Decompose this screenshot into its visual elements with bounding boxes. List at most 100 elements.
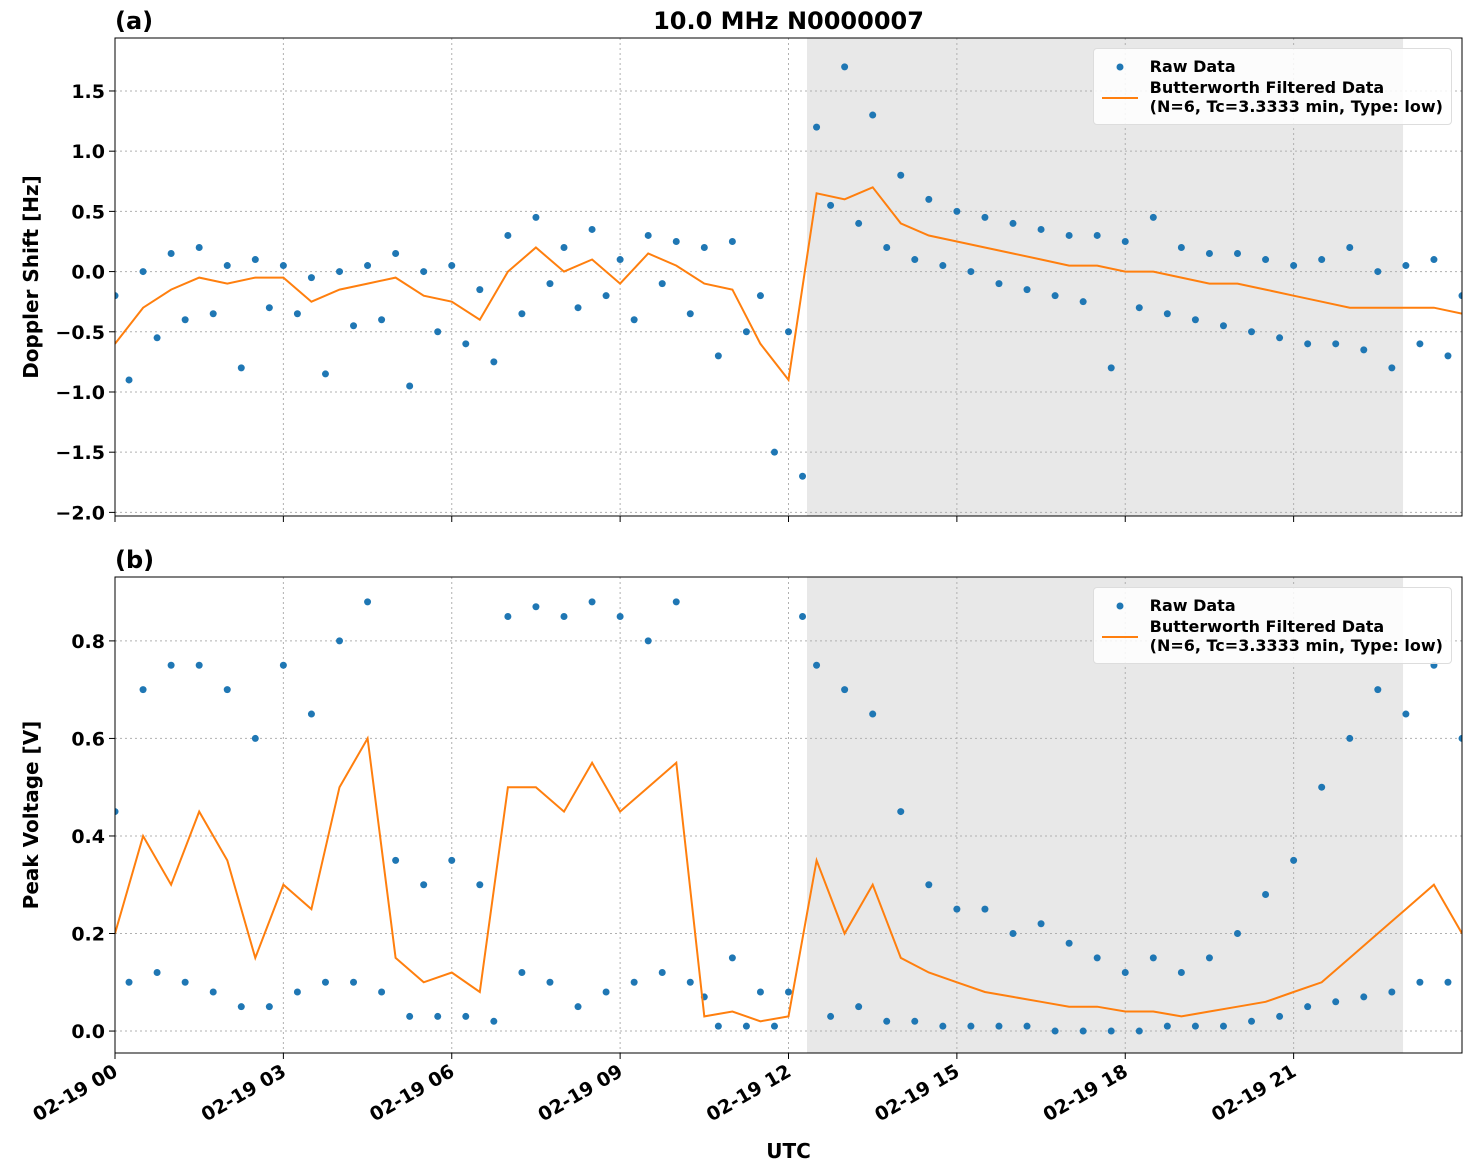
raw-point [490, 1017, 498, 1025]
legend-icon [1101, 97, 1138, 99]
legend-label: Butterworth Filtered Data (N=6, Tc=3.333… [1149, 78, 1443, 116]
panel-label: (a) [115, 7, 153, 35]
chart-title: 10.0 MHz N0000007 [653, 7, 924, 35]
raw-point [869, 111, 877, 119]
y-tick-label: 1.0 [71, 141, 105, 163]
raw-point [981, 213, 989, 221]
raw-point [1135, 304, 1143, 312]
raw-point [125, 376, 133, 384]
raw-point [953, 905, 961, 913]
raw-point [1234, 250, 1241, 258]
raw-point [237, 364, 245, 372]
raw-point [911, 1017, 919, 1025]
raw-point [1205, 954, 1213, 962]
raw-point [378, 988, 386, 996]
raw-point [700, 244, 708, 252]
raw-point [1051, 292, 1059, 300]
panel-label: (b) [115, 546, 154, 574]
raw-point [195, 244, 203, 252]
y-tick-label: 1.5 [71, 81, 105, 103]
raw-point [1416, 340, 1424, 348]
raw-point [1009, 930, 1017, 938]
raw-point [406, 382, 414, 390]
raw-point [1191, 316, 1199, 324]
raw-point [1205, 250, 1213, 258]
raw-point [1107, 364, 1115, 372]
raw-point [181, 978, 189, 986]
x-tick-label: 02-19 15 [871, 1060, 963, 1126]
raw-point [293, 310, 301, 318]
raw-point [1079, 298, 1087, 306]
raw-point [756, 988, 764, 996]
raw-point [728, 954, 736, 962]
raw-point [279, 661, 287, 669]
raw-point [1163, 310, 1171, 318]
raw-point [799, 613, 807, 621]
raw-point [967, 268, 975, 276]
legend-icon [1116, 602, 1124, 610]
raw-point [1037, 225, 1045, 233]
y-tick-label: −1.0 [55, 382, 105, 404]
raw-point [841, 686, 849, 694]
raw-point [616, 256, 624, 264]
raw-point [1346, 244, 1354, 252]
raw-point [1276, 1012, 1284, 1020]
raw-point [630, 978, 638, 986]
raw-point [855, 1003, 863, 1011]
raw-point [265, 1003, 273, 1011]
axes-frame [114, 37, 1463, 517]
raw-point [827, 1012, 835, 1020]
plot-area [115, 63, 1462, 480]
y-tick-label: −2.0 [55, 502, 105, 524]
legend: Raw Data Butterworth Filtered Data (N=6, … [1092, 48, 1452, 125]
y-tick-label: −1.5 [55, 442, 105, 464]
raw-point [532, 603, 540, 611]
raw-point [237, 1003, 245, 1011]
raw-point [420, 881, 428, 889]
legend-marker [1116, 602, 1124, 610]
axes-frame [114, 576, 1463, 1054]
raw-point [560, 244, 568, 252]
raw-point [953, 207, 961, 215]
raw-point [251, 734, 259, 742]
legend-item: Butterworth Filtered Data (N=6, Tc=3.333… [1100, 617, 1443, 655]
raw-point [462, 1012, 470, 1020]
legend-label: Raw Data [1149, 57, 1236, 76]
filtered-line [115, 186, 1462, 383]
x-tick-label: 02-19 03 [198, 1060, 290, 1126]
raw-point [462, 340, 470, 348]
raw-point [293, 988, 301, 996]
raw-point [686, 978, 694, 986]
raw-point [490, 358, 498, 366]
legend-item: Raw Data [1100, 57, 1443, 76]
raw-point [406, 1012, 414, 1020]
raw-point [939, 1022, 947, 1030]
y-tick-label: −0.5 [55, 322, 105, 344]
raw-point [153, 969, 161, 977]
raw-point [1023, 1022, 1031, 1030]
raw-point [448, 856, 456, 864]
raw-point [434, 328, 442, 336]
raw-point [420, 268, 428, 276]
raw-point [1135, 1027, 1143, 1035]
raw-point [911, 256, 919, 264]
raw-point [364, 262, 372, 270]
raw-point [1009, 219, 1017, 227]
raw-point [1444, 352, 1452, 360]
raw-point [1234, 930, 1241, 938]
raw-point [1177, 244, 1185, 252]
x-tick-label: 02-19 09 [534, 1060, 626, 1126]
raw-point [967, 1022, 975, 1030]
raw-point [1304, 1003, 1312, 1011]
raw-point [672, 598, 680, 606]
raw-point [115, 808, 119, 816]
raw-point [1346, 734, 1354, 742]
raw-point [1444, 978, 1452, 986]
legend-marker [1116, 63, 1124, 71]
raw-point [644, 637, 652, 645]
raw-point [770, 448, 778, 456]
raw-point [1262, 256, 1270, 264]
raw-point [1318, 783, 1326, 791]
raw-point [1290, 856, 1298, 864]
